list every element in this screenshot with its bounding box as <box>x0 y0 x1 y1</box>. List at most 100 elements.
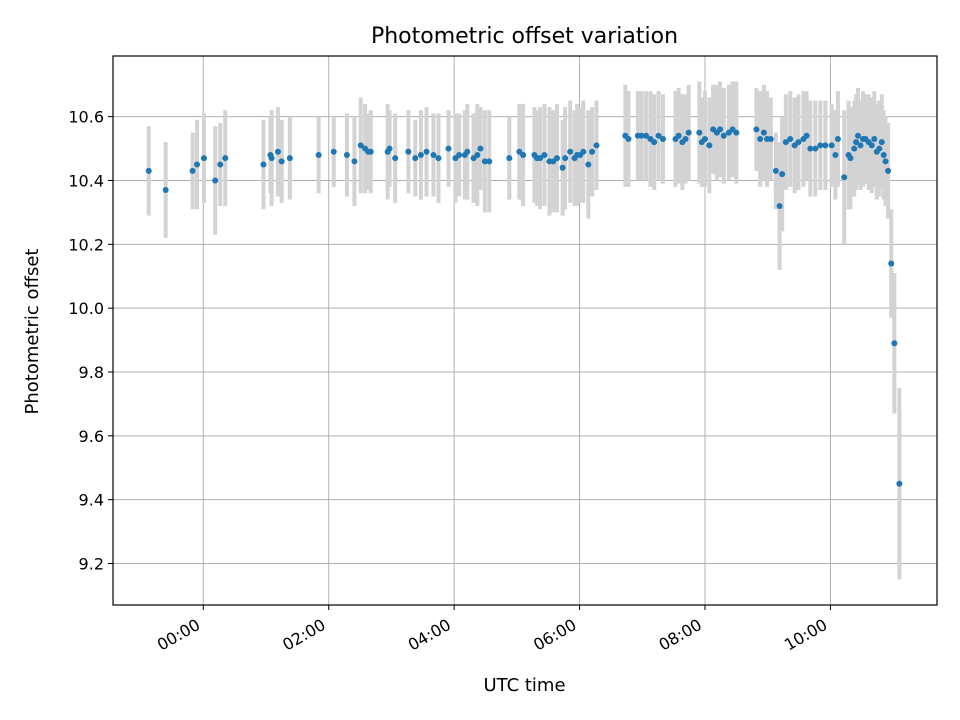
data-point <box>896 480 903 487</box>
data-point <box>659 135 666 142</box>
data-point <box>145 167 152 174</box>
data-point <box>268 155 275 162</box>
y-tick-label: 10.6 <box>68 108 104 127</box>
data-point <box>367 148 374 155</box>
data-point <box>200 155 207 162</box>
data-point <box>435 155 442 162</box>
data-point <box>767 135 774 142</box>
data-point <box>217 161 224 168</box>
data-point <box>593 142 600 149</box>
data-point <box>162 187 169 194</box>
data-point <box>351 158 358 165</box>
data-point <box>541 151 548 158</box>
data-point <box>212 177 219 184</box>
y-tick-label: 9.4 <box>79 491 104 510</box>
data-point <box>885 167 892 174</box>
data-point <box>423 148 430 155</box>
data-point <box>567 148 574 155</box>
data-point <box>412 155 419 162</box>
axes-frame <box>112 55 938 606</box>
chart-title: Photometric offset variation <box>371 24 678 49</box>
y-tick-label: 10.2 <box>68 235 104 254</box>
data-point <box>807 145 814 152</box>
data-point <box>880 151 887 158</box>
data-point <box>445 145 452 152</box>
data-point <box>812 145 819 152</box>
data-point <box>787 135 794 142</box>
data-point <box>717 126 724 133</box>
data-point <box>559 164 566 171</box>
y-tick-label: 9.2 <box>79 555 104 574</box>
data-point <box>486 158 493 165</box>
data-point <box>772 167 779 174</box>
data-point <box>430 151 437 158</box>
data-point <box>562 155 569 162</box>
data-point <box>194 161 201 168</box>
data-point <box>706 142 713 149</box>
data-point <box>853 139 860 146</box>
data-point <box>477 145 484 152</box>
y-tick-label: 9.6 <box>79 427 104 446</box>
data-point <box>675 132 682 139</box>
data-point <box>456 151 463 158</box>
y-axis-label: Photometric offset <box>22 249 43 415</box>
data-point <box>720 132 727 139</box>
data-point <box>553 155 560 162</box>
x-axis-label: UTC time <box>483 675 565 696</box>
data-point <box>585 161 592 168</box>
data-point <box>357 142 364 149</box>
data-point <box>822 142 829 149</box>
data-point <box>878 139 885 146</box>
y-tick-label: 10.0 <box>68 299 104 318</box>
data-point <box>682 135 689 142</box>
data-point <box>851 145 858 152</box>
data-point <box>330 148 337 155</box>
data-point <box>757 135 764 142</box>
data-point <box>625 135 632 142</box>
data-point <box>520 151 527 158</box>
data-point <box>882 158 889 165</box>
data-point <box>760 129 767 136</box>
data-point <box>315 151 322 158</box>
data-point <box>891 340 898 347</box>
data-point <box>832 151 839 158</box>
data-point <box>343 151 350 158</box>
data-point <box>417 151 424 158</box>
y-tick-label: 10.4 <box>68 171 104 190</box>
data-point <box>474 151 481 158</box>
data-point <box>733 129 740 136</box>
data-point <box>685 129 692 136</box>
data-point <box>696 129 703 136</box>
data-point <box>834 135 841 142</box>
data-point <box>278 158 285 165</box>
data-point <box>643 132 650 139</box>
data-point <box>701 135 708 142</box>
data-point <box>817 142 824 149</box>
data-point <box>651 139 658 146</box>
data-point <box>386 145 393 152</box>
data-point <box>828 142 835 149</box>
data-point <box>779 171 786 178</box>
data-point <box>868 142 875 149</box>
data-point <box>857 142 864 149</box>
data-point <box>841 174 848 181</box>
data-point <box>260 161 267 168</box>
data-point <box>847 155 854 162</box>
data-point <box>580 148 587 155</box>
data-points <box>145 126 903 487</box>
y-tick-label: 9.8 <box>79 363 104 382</box>
data-point <box>589 148 596 155</box>
data-point <box>795 139 802 146</box>
data-point <box>481 158 488 165</box>
data-point <box>405 148 412 155</box>
data-point <box>782 139 789 146</box>
data-point <box>655 132 662 139</box>
data-point <box>464 148 471 155</box>
data-point <box>854 132 861 139</box>
data-point <box>776 203 783 210</box>
data-point <box>222 155 229 162</box>
data-point <box>286 155 293 162</box>
data-point <box>871 135 878 142</box>
data-point <box>888 260 895 267</box>
